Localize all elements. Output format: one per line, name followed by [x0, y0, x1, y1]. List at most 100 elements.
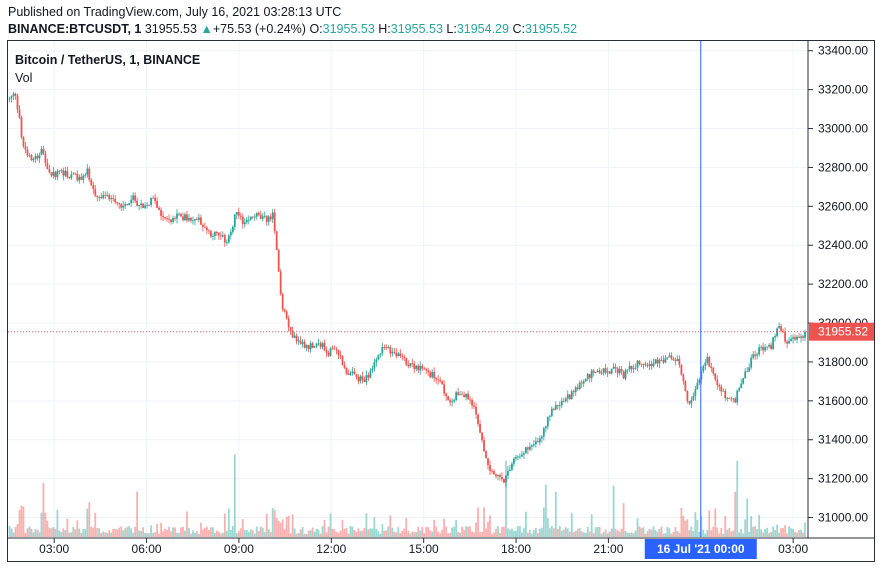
volume-bar: [682, 515, 685, 537]
candle-body: [375, 359, 378, 363]
last-price-badge: 31955.52: [809, 322, 874, 341]
volume-bar: [341, 519, 344, 537]
candle-body: [229, 231, 232, 236]
candle-body: [182, 216, 184, 221]
candle-body: [746, 371, 749, 373]
candle-body: [517, 456, 519, 458]
volume-bar: [582, 532, 585, 537]
volume-bar: [441, 529, 444, 537]
candle-body: [696, 382, 699, 390]
volume-bar: [223, 513, 226, 537]
candle-body: [499, 474, 501, 477]
volume-bar: [439, 533, 442, 537]
candle-body: [411, 363, 414, 365]
volume-bar: [570, 512, 573, 537]
candle-body: [301, 342, 304, 344]
volume-bar: [534, 528, 537, 537]
candle-body: [104, 194, 107, 196]
candle-body: [241, 216, 244, 225]
volume-bar: [764, 529, 767, 537]
candle-body: [666, 357, 669, 359]
candle-body: [317, 343, 320, 345]
volume-bar: [24, 533, 27, 537]
volume-bar: [752, 526, 755, 537]
candle-body: [311, 343, 314, 348]
volume-bar: [584, 532, 587, 537]
volume-bar: [425, 526, 428, 537]
volume-bar: [515, 530, 517, 537]
volume-bar: [479, 532, 481, 537]
candle-body: [413, 363, 416, 369]
candle-body: [26, 149, 29, 156]
candle-body: [554, 405, 557, 410]
volume-bar: [331, 528, 334, 537]
change-arrow-icon: ▲: [200, 22, 213, 36]
volume-bar: [413, 531, 416, 537]
candle-body: [152, 197, 154, 199]
volume-bar: [694, 512, 697, 537]
volume-bar: [658, 529, 661, 537]
candle-body: [728, 397, 731, 399]
candle-body: [596, 370, 599, 373]
candle-body: [712, 368, 715, 374]
candle-body: [668, 355, 671, 358]
volume-bar: [323, 519, 326, 537]
volume-bar: [375, 528, 378, 537]
volume-bar: [612, 485, 615, 537]
volume-bar: [608, 531, 611, 537]
volume-bar: [379, 533, 382, 537]
candle-body: [255, 212, 258, 217]
volume-bar: [118, 527, 121, 537]
volume-bar: [536, 532, 539, 537]
volume-bar: [592, 532, 595, 537]
candle-body: [682, 374, 685, 382]
volume-bar: [160, 522, 162, 537]
candle-body: [367, 375, 370, 378]
volume-bar: [696, 519, 699, 537]
volume-bar: [247, 531, 250, 537]
candle-body: [710, 366, 713, 369]
candle-body: [421, 365, 424, 369]
volume-bar: [670, 533, 673, 537]
volume-bar: [132, 532, 135, 537]
candle-body: [740, 383, 743, 389]
candle-body: [289, 327, 292, 331]
candle-body: [281, 293, 284, 310]
open-value: 31955.53: [322, 22, 375, 36]
volume-bar: [449, 532, 452, 537]
volume-bar: [572, 531, 575, 537]
candle-body: [323, 343, 326, 350]
volume-bar: [546, 518, 549, 537]
volume-bar: [265, 513, 268, 537]
time-axis[interactable]: 03:00 06:00 09:00 12:00 15:00 18:00 21:00 03:00: [39, 538, 808, 556]
volume-bar: [50, 528, 53, 537]
candle-body: [257, 212, 260, 215]
candle-body: [209, 231, 212, 237]
volume-bar: [568, 531, 571, 537]
volume-bar: [636, 518, 639, 537]
volume-bar: [110, 532, 113, 537]
volume-bar: [373, 517, 376, 537]
price-axis[interactable]: 33400.00 33200.00 33000.00 32800.00 32600.00…: [808, 44, 868, 525]
volume-bar: [692, 530, 695, 537]
volume-bar: [393, 531, 396, 537]
volume-bar: [630, 532, 633, 537]
volume-bar: [704, 533, 707, 537]
candle-body: [530, 445, 533, 447]
volume-bar: [646, 531, 649, 537]
volume-bar: [283, 529, 286, 537]
close-value: 31955.52: [524, 22, 578, 36]
candle-body: [642, 363, 645, 365]
candle-body: [540, 436, 543, 439]
candle-body: [54, 171, 57, 178]
candle-body: [493, 471, 495, 475]
candle-body: [144, 205, 147, 209]
volume-bar: [317, 529, 320, 537]
candle-body: [265, 215, 268, 222]
volume-bar: [391, 527, 394, 537]
volume-bar: [750, 516, 753, 537]
volume-bar: [784, 525, 786, 537]
volume-bar: [377, 531, 380, 537]
candle-body: [393, 351, 396, 353]
